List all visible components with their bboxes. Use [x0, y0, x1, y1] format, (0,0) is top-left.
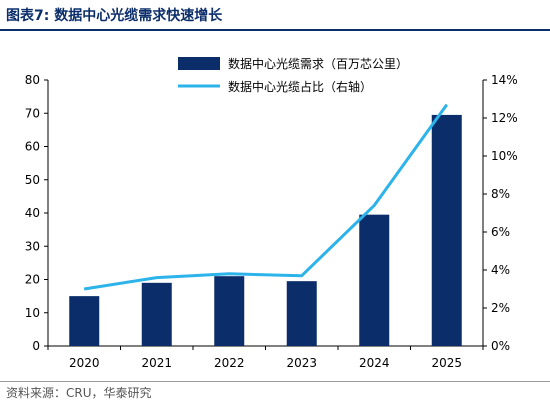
- x-tick-label: 2023: [286, 356, 317, 370]
- right-tick-label: 0%: [491, 339, 510, 353]
- right-tick-label: 6%: [491, 225, 510, 239]
- left-tick-label: 40: [25, 206, 40, 220]
- figure-title: 图表7: 数据中心光缆需求快速增长: [6, 8, 223, 24]
- left-tick-label: 60: [25, 140, 40, 154]
- bar-2025: [431, 114, 462, 346]
- x-tick-label: 2021: [141, 356, 172, 370]
- title-divider: [0, 29, 550, 31]
- right-tick-label: 4%: [491, 263, 510, 277]
- legend-bar-swatch: [178, 57, 220, 70]
- bar-2024: [359, 214, 390, 346]
- share-point-2025: [446, 104, 448, 106]
- share-line: [84, 103, 448, 291]
- bar-2022: [214, 276, 245, 346]
- plot-area: 0 10 20 30 40 50 60 70 80 0% 2% 4% 6% 8% 10% 12% 14% 2020…: [25, 73, 518, 370]
- share-point-2020: [83, 288, 85, 290]
- x-tick-label: 2020: [69, 356, 100, 370]
- bar-2021: [141, 282, 172, 346]
- right-tick-label: 8%: [491, 187, 510, 201]
- legend: 数据中心光缆需求（百万芯公里） 数据中心光缆占比（右轴）: [178, 56, 408, 94]
- share-point-2022: [228, 273, 230, 275]
- x-tick-label: 2024: [359, 356, 390, 370]
- share-point-2024: [373, 204, 375, 206]
- x-tick-label: 2022: [214, 356, 245, 370]
- right-tick-label: 12%: [491, 111, 518, 125]
- share-point-2021: [156, 277, 158, 279]
- source-divider: [0, 381, 550, 382]
- bar-2020: [69, 296, 100, 346]
- figure-header: 图表7: 数据中心光缆需求快速增长: [0, 0, 550, 31]
- left-tick-label: 10: [25, 306, 40, 320]
- left-tick-label: 20: [25, 273, 40, 287]
- left-tick-label: 0: [32, 339, 40, 353]
- left-tick-label: 80: [25, 73, 40, 87]
- right-tick-label: 14%: [491, 73, 518, 87]
- chart: 数据中心光缆需求（百万芯公里） 数据中心光缆占比（右轴） 0 10 20 30 40 50…: [25, 56, 518, 370]
- bar-2023: [286, 281, 317, 346]
- legend-line-label: 数据中心光缆占比（右轴）: [228, 79, 372, 94]
- x-tick-label: 2025: [431, 356, 462, 370]
- right-tick-label: 2%: [491, 301, 510, 315]
- share-point-2023: [301, 275, 303, 277]
- left-tick-label: 30: [25, 239, 40, 253]
- legend-bar-label: 数据中心光缆需求（百万芯公里）: [228, 56, 408, 71]
- left-tick-label: 50: [25, 173, 40, 187]
- left-tick-label: 70: [25, 106, 40, 120]
- source-note: 资料来源：CRU，华泰研究: [6, 386, 152, 400]
- right-tick-label: 10%: [491, 149, 518, 163]
